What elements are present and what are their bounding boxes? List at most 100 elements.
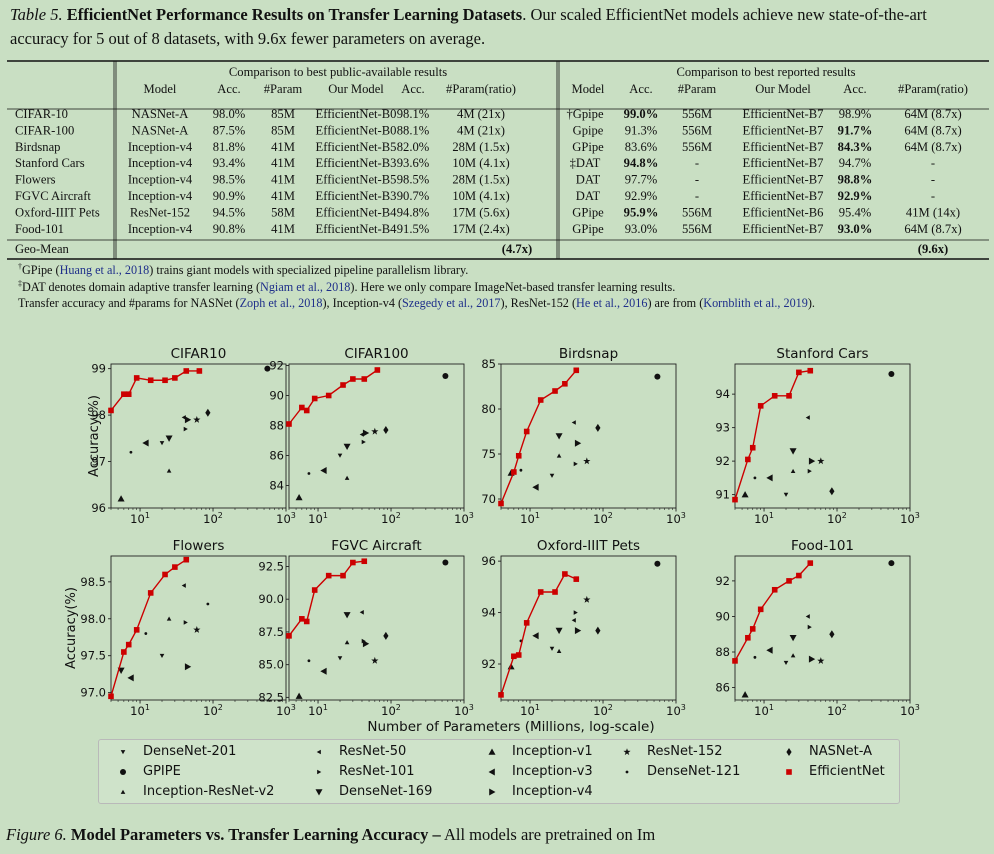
legend-marker — [317, 769, 322, 774]
efficientnet-point — [537, 589, 544, 595]
table-cell: - — [695, 189, 699, 203]
model-point-tri-down — [343, 443, 351, 450]
model-point-star — [371, 656, 379, 664]
efficientnet-point — [340, 382, 346, 388]
y-tick-label: 98.0 — [80, 612, 106, 626]
legend-marker — [625, 770, 629, 773]
model-point-diamond — [829, 630, 835, 639]
y-tick-label: 84 — [269, 479, 284, 493]
figure-caption: Figure 6. Model Parameters vs. Transfer … — [6, 825, 991, 845]
table-cell: EfficientNet-B7 — [743, 189, 824, 203]
efficientnet-point — [183, 368, 190, 374]
chart-panel-birdsnap: Birdsnap 70 75 80 85 101 102 103 — [481, 346, 686, 526]
model-point-tri-down-small — [549, 473, 555, 478]
chart-panel-cifar100: CIFAR100 84 86 88 90 92 101 102 103 — [269, 346, 474, 526]
table-cell: 556M — [682, 123, 712, 137]
x-tick-label: 103 — [454, 703, 474, 718]
chart-legend: DenseNet-201 ResNet-50 Inception-v1 ResNet-… — [98, 739, 900, 804]
table-label: Table 5. — [10, 5, 63, 24]
efficientnet-line — [288, 560, 365, 637]
efficientnet-point — [172, 564, 178, 570]
table-caption: Table 5. EfficientNet Performance Result… — [10, 3, 985, 51]
y-tick-label: 93 — [715, 421, 730, 435]
y-tick-label: 94 — [715, 387, 730, 401]
plot-frame — [734, 555, 911, 701]
efficientnet-point — [807, 367, 814, 374]
model-point-dot — [129, 450, 133, 454]
citation-link[interactable]: Huang et al., 2018 — [59, 263, 150, 277]
tri-down-marker-icon — [315, 788, 323, 795]
citation-link[interactable]: He et al., 2016 — [576, 296, 648, 310]
model-point-tri-right — [808, 457, 816, 465]
table-cell: 41M — [271, 189, 295, 203]
table-row: CIFAR-100 NASNet-A 87.5% 85M EfficientNet-B0… — [15, 123, 962, 137]
efficientnet-line — [110, 559, 187, 697]
x-tick-label: 101 — [520, 511, 540, 526]
table-cell: 91.3% — [625, 123, 658, 137]
x-tick-label: 102 — [827, 511, 847, 526]
footnote-sources: Transfer accuracy and #params for NASNet… — [18, 296, 815, 310]
table-cell: - — [931, 189, 935, 203]
model-point-tri-up — [741, 691, 749, 698]
table-cell: 97.7% — [625, 173, 658, 187]
x-tick-label: 103 — [454, 511, 474, 526]
efficientnet-point — [311, 395, 318, 402]
efficientnet-point — [121, 391, 127, 397]
model-point-tri-down — [555, 433, 563, 440]
table-cell: EfficientNet-B5 — [316, 173, 397, 187]
legend-marker — [120, 768, 126, 775]
figure-title: Model Parameters vs. Transfer Learning A… — [70, 825, 441, 844]
chart-panel-cifar10: CIFAR10 96 97 98 99 101 102 103 — [91, 346, 296, 526]
table-cell: EfficientNet-B5 — [316, 140, 397, 154]
model-point-circle — [888, 371, 895, 378]
panel-title: Oxford-IIIT Pets — [537, 538, 640, 554]
table-cell: 556M — [682, 222, 712, 236]
table-cell: EfficientNet-B0 — [316, 107, 397, 121]
citation-link[interactable]: Zoph et al., 2018 — [239, 296, 323, 310]
model-point-tri-up-small — [344, 640, 350, 645]
table-cell: EfficientNet-B4 — [316, 205, 398, 219]
legend-label: DenseNet-169 — [339, 784, 433, 799]
model-point-tri-up — [741, 491, 749, 498]
efficientnet-point — [511, 653, 517, 660]
column-header: #Param — [264, 82, 303, 96]
model-point-tri-left — [320, 467, 327, 474]
table-cell: 93.0% — [838, 222, 873, 236]
model-point-tri-down-small — [337, 656, 343, 661]
table-row: Food-101 Inception-v4 90.8% 41M EfficientNet… — [15, 222, 962, 236]
citation-link[interactable]: Kornblith et al., 2019 — [703, 296, 808, 310]
model-point-circle — [442, 559, 449, 566]
table-cell: 88.1% — [397, 123, 430, 137]
efficientnet-point — [183, 556, 190, 563]
citation-link[interactable]: Ngiam et al., 2018 — [260, 279, 351, 294]
legend-item-densenet-121: DenseNet-121 — [619, 764, 740, 779]
x-tick-label: 103 — [666, 511, 686, 526]
column-header: Model — [144, 82, 177, 96]
efficientnet-point — [311, 587, 318, 593]
legend-label: EfficientNet — [809, 764, 885, 779]
model-point-dot — [519, 468, 523, 472]
table-cell: GPipe — [572, 140, 604, 154]
model-point-tri-down-small — [783, 492, 789, 497]
table-cell: EfficientNet-B4 — [316, 222, 398, 236]
table-cell: 10M (4.1x) — [452, 189, 509, 203]
plot-frame — [288, 363, 465, 509]
y-tick-label: 97.0 — [80, 686, 106, 700]
model-point-tri-up-small — [556, 453, 562, 458]
legend-item-inception-v3: Inception-v3 — [484, 764, 593, 779]
y-tick-label: 91 — [715, 488, 730, 502]
column-header: Acc. — [217, 82, 240, 96]
table-cell: NASNet-A — [132, 107, 189, 121]
x-tick-label: 102 — [381, 703, 401, 718]
citation-link[interactable]: Szegedy et al., 2017 — [402, 296, 501, 310]
model-point-tri-right — [574, 627, 582, 635]
x-tick-label: 101 — [308, 511, 328, 526]
efficientnet-point — [286, 633, 292, 639]
efficientnet-point — [757, 403, 764, 409]
table-cell: 95.4% — [839, 205, 872, 219]
table-cell: 28M (1.5x) — [452, 173, 509, 187]
model-point-tri-right-small — [183, 426, 188, 432]
table-cell: 98.5% — [397, 173, 430, 187]
legend-item-nasnet-a: NASNet-A — [781, 744, 872, 759]
efficientnet-point — [303, 618, 310, 625]
